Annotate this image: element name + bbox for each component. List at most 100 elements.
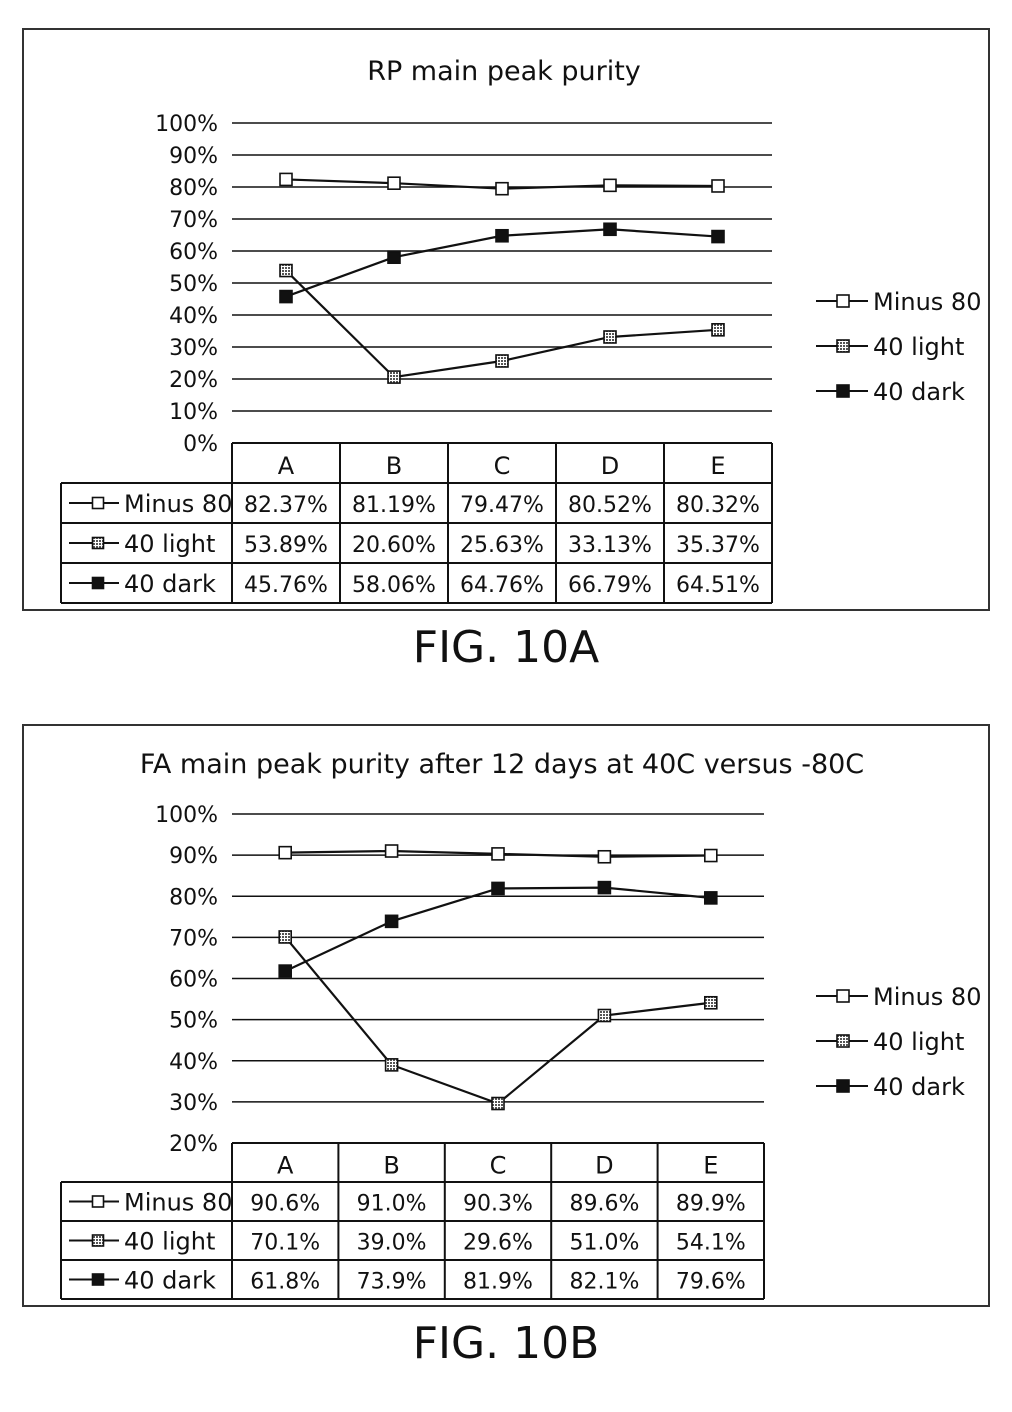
table-cell-value: 79.47% <box>460 493 544 518</box>
table-cell-value: 35.37% <box>676 533 760 558</box>
table-cell-value: 39.0% <box>357 1231 427 1256</box>
table-cell-value: 91.0% <box>357 1192 427 1217</box>
data-point <box>384 844 399 858</box>
table-cell-value: 54.1% <box>676 1231 746 1256</box>
category-label: C <box>490 1151 507 1179</box>
category-label: B <box>383 1151 399 1179</box>
table-legend-key-marker <box>91 1234 105 1247</box>
table-cell-value: 51.0% <box>569 1231 639 1256</box>
y-tick-label: 50% <box>169 272 218 297</box>
table-cell-value: 64.51% <box>676 573 760 598</box>
data-point <box>491 1096 505 1111</box>
data-point <box>491 847 505 861</box>
data-point <box>384 914 399 929</box>
data-point <box>703 995 718 1010</box>
table-row-series-name: Minus 80 <box>124 1189 232 1217</box>
data-point <box>387 370 401 384</box>
y-tick-label: 70% <box>169 208 218 233</box>
y-tick-label: 30% <box>169 336 218 361</box>
figure-label-10a: FIG. 10A <box>412 622 600 673</box>
category-label: B <box>386 452 402 480</box>
data-point <box>278 964 292 978</box>
table-legend-key-marker <box>91 576 105 590</box>
legend-key-marker <box>836 339 850 353</box>
data-point <box>387 250 401 265</box>
y-tick-label: 100% <box>155 803 218 828</box>
legend-key-marker <box>836 384 850 398</box>
table-cell-value: 45.76% <box>244 573 328 598</box>
chart-title: RP main peak purity <box>367 56 641 87</box>
table-row-series-name: 40 dark <box>124 1267 216 1295</box>
table-cell-value: 80.52% <box>568 493 652 518</box>
data-point <box>495 228 509 243</box>
y-tick-label: 20% <box>169 1132 218 1157</box>
legend-key-marker <box>836 989 850 1003</box>
y-tick-label: 90% <box>169 844 218 869</box>
category-label: D <box>601 452 619 480</box>
data-point <box>278 845 292 860</box>
series-line-40-dark <box>284 886 711 973</box>
figure-label-10b: FIG. 10B <box>412 1318 600 1369</box>
data-point <box>279 172 293 187</box>
table-cell-value: 80.32% <box>676 493 760 518</box>
table-legend-key-marker <box>91 1195 105 1208</box>
table-cell-value: 58.06% <box>352 573 436 598</box>
legend-entry: Minus 80 <box>873 983 981 1011</box>
y-tick-label: 70% <box>169 926 218 951</box>
data-point <box>495 354 509 368</box>
y-tick-label: 30% <box>169 1091 218 1116</box>
y-tick-label: 60% <box>169 968 218 993</box>
data-point <box>279 289 293 304</box>
chart-panel-rp: RP main peak purity 0% 10% 20% 30% 40% 50% 60% 7… <box>22 28 990 611</box>
y-tick-label: 20% <box>169 368 218 393</box>
y-tick-label: 40% <box>169 304 218 329</box>
chart-panel-fa: FA main peak purity after 12 days at 40C… <box>22 724 990 1307</box>
legend-key-marker <box>836 294 850 308</box>
table-cell-value: 33.13% <box>568 533 652 558</box>
legend-entry: 40 light <box>873 333 964 361</box>
data-point <box>603 222 617 237</box>
data-point <box>711 179 725 193</box>
table-cell-value: 90.6% <box>250 1192 320 1217</box>
table-cell-value: 66.79% <box>568 573 652 598</box>
chart-title: FA main peak purity after 12 days at 40C… <box>140 749 864 780</box>
y-tick-label: 80% <box>169 176 218 201</box>
data-point <box>603 178 617 193</box>
data-point <box>597 880 612 895</box>
y-tick-label: 50% <box>169 1009 218 1034</box>
data-point <box>597 1008 612 1023</box>
table-legend-key-marker <box>91 496 105 510</box>
table-cell-value: 25.63% <box>460 533 544 558</box>
data-point <box>711 229 725 244</box>
legend-entry: 40 light <box>873 1028 964 1056</box>
category-label: A <box>278 452 295 480</box>
table-cell-value: 82.1% <box>569 1270 639 1295</box>
legend-key-marker <box>836 1079 850 1093</box>
legend-entry: 40 dark <box>873 1073 965 1101</box>
data-point <box>495 181 509 196</box>
y-tick-label: 80% <box>169 885 218 910</box>
table-cell-value: 82.37% <box>244 493 328 518</box>
y-tick-label: 0% <box>183 432 218 457</box>
data-point <box>384 1058 399 1072</box>
data-point <box>279 263 293 278</box>
table-legend-key-marker <box>91 1273 105 1286</box>
data-point <box>603 330 617 344</box>
category-label: C <box>494 452 511 480</box>
table-cell-value: 89.6% <box>569 1192 639 1217</box>
chart-rp-main-peak-purity: RP main peak purity 0% 10% 20% 30% 40% 50% 60% 7… <box>60 56 981 604</box>
table-cell-value: 73.9% <box>357 1270 427 1295</box>
data-point <box>597 849 612 864</box>
table-cell-value: 81.9% <box>463 1270 533 1295</box>
table-cell-value: 70.1% <box>250 1231 320 1256</box>
category-label: D <box>595 1151 613 1179</box>
category-label: E <box>710 452 725 480</box>
chart-fa-main-peak-purity: FA main peak purity after 12 days at 40C… <box>60 749 981 1300</box>
legend-entry: Minus 80 <box>873 288 981 316</box>
y-tick-label: 40% <box>169 1050 218 1075</box>
data-point <box>703 848 718 863</box>
data-point <box>387 176 401 190</box>
category-label: A <box>277 1151 294 1179</box>
table-cell-value: 81.19% <box>352 493 436 518</box>
table-cell-value: 61.8% <box>250 1270 320 1295</box>
